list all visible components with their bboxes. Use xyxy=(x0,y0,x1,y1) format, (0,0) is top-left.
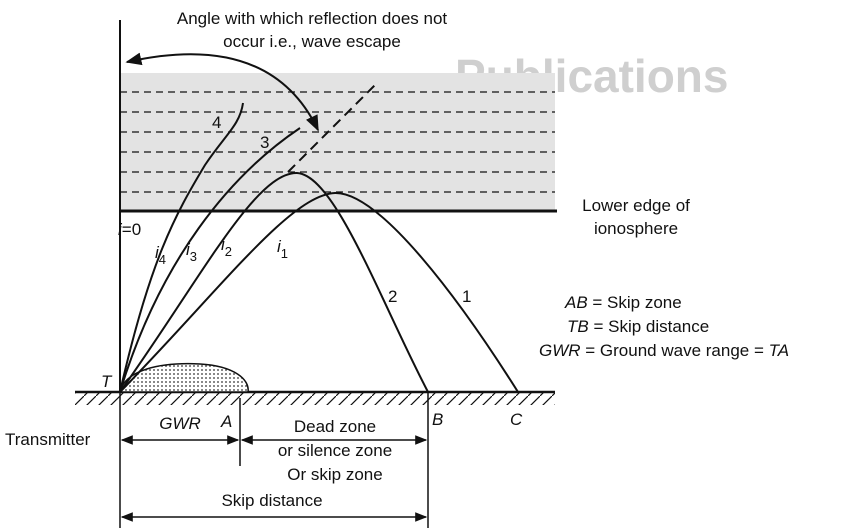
ray-number: 4 xyxy=(212,113,221,132)
dead-zone-label: Or skip zone xyxy=(287,465,382,484)
ray-number: 1 xyxy=(462,287,471,306)
point-label: C xyxy=(510,410,523,429)
skip-distance-label: Skip distance xyxy=(221,491,322,510)
angle-arrow xyxy=(125,52,319,132)
angle-label: i4 xyxy=(155,243,166,267)
ground-wave xyxy=(119,362,249,393)
caption: occur i.e., wave escape xyxy=(223,32,401,51)
definition: TB = Skip distance xyxy=(567,317,709,336)
point-label: T xyxy=(101,372,113,391)
escape-ray xyxy=(287,81,379,173)
angle-label: i1 xyxy=(277,237,288,261)
angle-label: i2 xyxy=(221,235,232,259)
ray-1 xyxy=(119,191,519,393)
dead-zone-label: or silence zone xyxy=(278,441,392,460)
angle-label: i3 xyxy=(186,240,197,264)
ray-2 xyxy=(119,171,429,393)
gwr-label: GWR xyxy=(159,414,201,433)
ray-number: 3 xyxy=(260,133,269,152)
ionosphere-label: ionosphere xyxy=(594,219,678,238)
angle-label: i=0 xyxy=(118,220,141,239)
transmitter-label: Transmitter xyxy=(5,430,91,449)
ray-3 xyxy=(119,127,301,393)
dead-zone-label: Dead zone xyxy=(294,417,376,436)
ionosphere-label: Lower edge of xyxy=(582,196,690,215)
dimension-lines xyxy=(119,392,429,528)
ionosphere xyxy=(120,73,555,211)
caption: Angle with which reflection does not xyxy=(177,9,448,28)
ground-hatch xyxy=(75,393,555,405)
ray-number: 2 xyxy=(388,287,397,306)
definition: AB = Skip zone xyxy=(564,293,682,312)
point-label: B xyxy=(432,410,443,429)
definition: GWR = Ground wave range = TA xyxy=(539,341,789,360)
point-label: A xyxy=(220,412,232,431)
